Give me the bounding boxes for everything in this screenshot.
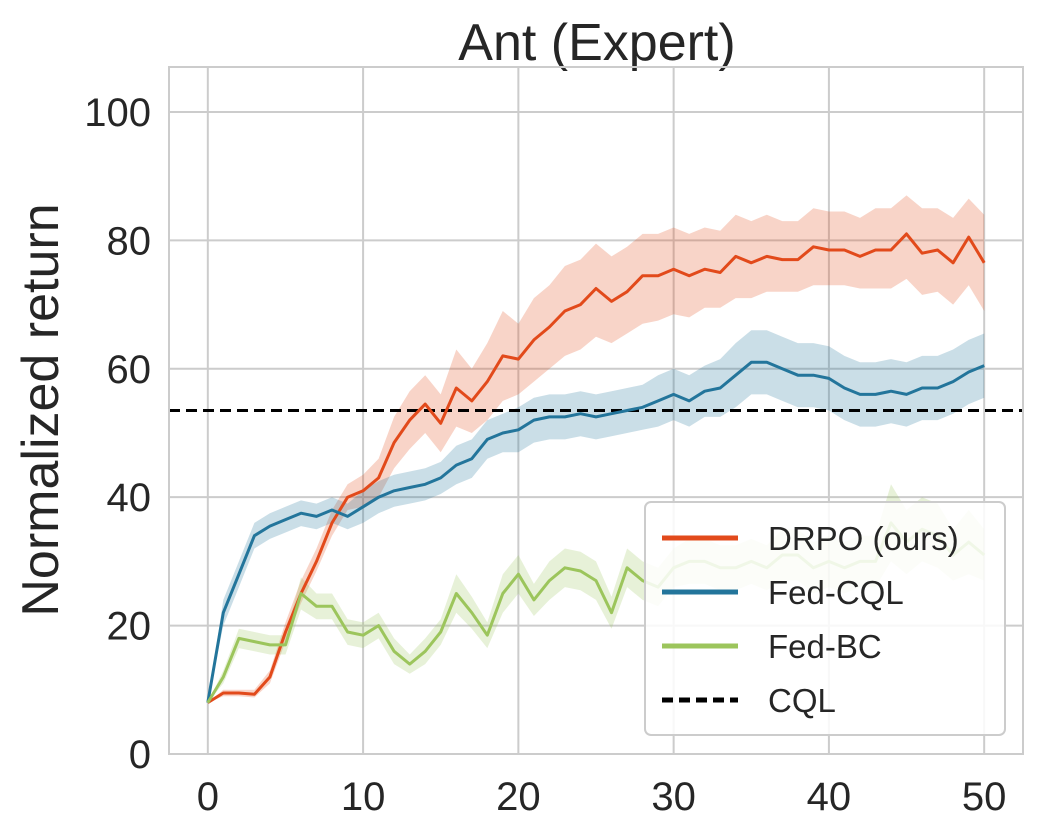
chart-title: Ant (Expert) [458,14,735,72]
legend-label-cql: CQL [768,682,836,719]
drpo-ours-band [207,195,985,703]
y-ticks: 0 20 40 60 80 100 [84,91,151,777]
drpo-ours-line [207,232,986,704]
x-tick-label: 0 [197,775,219,819]
y-tick-label: 0 [129,733,151,777]
y-tick-label: 100 [84,91,151,135]
y-axis-label: Normalized return [12,203,70,616]
y-tick-label: 20 [107,605,152,649]
legend-label-fed-cql: Fed-CQL [768,574,904,611]
fed-cql-line [206,360,985,703]
y-tick-label: 80 [107,219,152,263]
fed-cql-band [207,330,985,703]
plot-frame [168,66,1024,755]
x-tick-label: 30 [651,775,696,819]
x-ticks: 0 10 20 30 40 50 [197,775,1007,819]
x-tick-label: 10 [341,775,386,819]
legend-label-fed-bc: Fed-BC [768,628,882,665]
legend: DRPO (ours) Fed-CQL Fed-BC CQL [644,501,1006,736]
x-tick-label: 50 [962,775,1007,819]
legend-label-drpo-ours: DRPO (ours) [768,520,959,557]
legend-box [644,501,1006,736]
y-tick-label: 40 [107,476,152,520]
y-tick-label: 60 [107,348,152,392]
x-tick-label: 40 [807,775,852,819]
x-tick-label: 20 [496,775,541,819]
